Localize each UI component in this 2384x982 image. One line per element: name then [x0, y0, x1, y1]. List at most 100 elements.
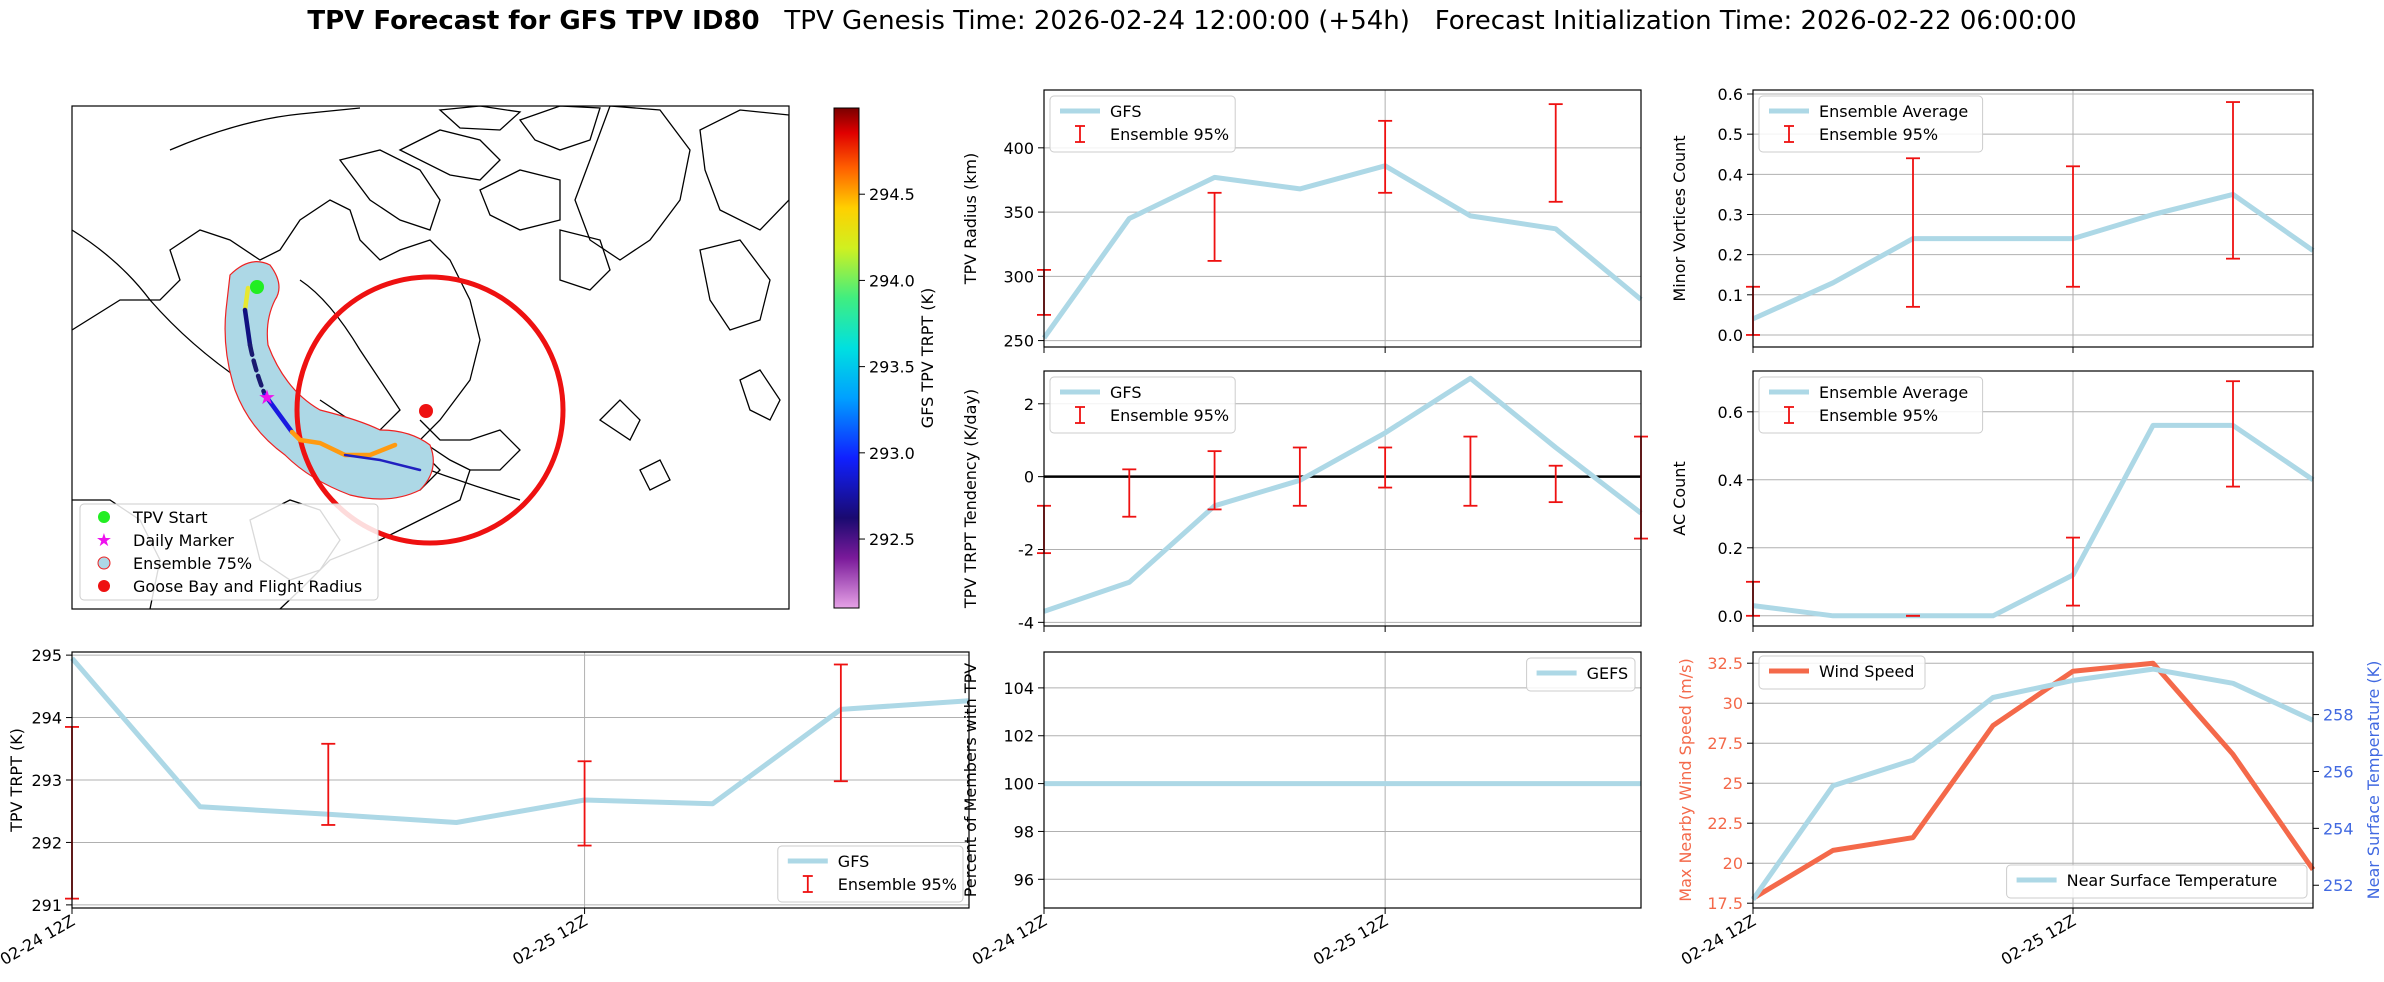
y-tick-label: 0.1 [1718, 286, 1743, 305]
map-coastline [299, 279, 401, 431]
y-tick-label: 0 [1024, 468, 1034, 487]
errorbar [2226, 380, 2240, 488]
map-coastline [438, 106, 522, 131]
y2-tick-label: 258 [2323, 706, 2354, 725]
chart-legend: GFS Ensemble 95% [1049, 376, 1236, 434]
map-legend-box [79, 503, 379, 601]
colorbar-tick-label: 294.0 [869, 271, 915, 290]
track-segment [247, 342, 268, 398]
figure-title-bold: TPV Forecast for GFS TPV ID80 [307, 6, 760, 36]
colorbar-tick-label: 294.5 [869, 185, 915, 204]
chart-legend: Ensemble Average Ensemble 95% [1758, 95, 1984, 153]
y-tick-label: 300 [1003, 267, 1034, 286]
y2-tick-label: 252 [2323, 876, 2354, 895]
track-segment [242, 285, 251, 313]
y-tick-label: 293 [31, 771, 62, 790]
legend-box [1758, 376, 1984, 434]
figure-title-init: Forecast Initialization Time: 2026-02-22… [1434, 6, 2077, 36]
y-tick-label: 0.0 [1718, 326, 1743, 345]
y-tick-label: 0.2 [1718, 539, 1743, 558]
legend-label: Wind Speed [1819, 662, 1914, 681]
legend-label: Daily Marker [133, 531, 234, 550]
y-tick-label: 400 [1003, 139, 1034, 158]
y2-axis-label: Near Surface Temperature (K) [2364, 661, 2383, 900]
y-axis-label: TPV TRPT Tendency (K/day) [961, 389, 980, 609]
colorbar-tick-label: 293.5 [869, 358, 915, 377]
x-tick-label: 02-25 12Z [509, 911, 590, 969]
map-coastline [72, 199, 481, 609]
legend-label: TPV Start [132, 508, 208, 527]
legend-label: Ensemble Average [1819, 383, 1968, 402]
errorbar [1207, 191, 1222, 262]
legend-box [2006, 864, 2308, 899]
y-axis-label: Percent of Members with TPV [961, 663, 980, 897]
plot-frame [1752, 651, 2314, 909]
plot-frame [1752, 370, 2314, 627]
legend-label: Near Surface Temperature [2067, 871, 2278, 890]
y-axis-label: TPV TRPT (K) [7, 728, 26, 833]
series-line-0 [1752, 422, 2315, 619]
errorbar [1463, 435, 1478, 507]
track-segment [242, 307, 253, 348]
legend-label: Ensemble 95% [838, 875, 957, 894]
y-tick-label: -2 [1018, 541, 1034, 560]
map-coastline [518, 106, 601, 151]
errorbar [1122, 468, 1137, 518]
chart-legend: GEFS [1526, 657, 1636, 692]
chart-tendency: -4 -2 0 2 TPV TRPT Tendency (K/day) GFS Ensemb… [961, 370, 1648, 632]
legend-box [1526, 657, 1636, 692]
errorbar [833, 663, 848, 783]
y-tick-label: 250 [1003, 332, 1034, 351]
chart-radius: 250 300 350 400 TPV Radius (km) GFS Ensemble 9… [961, 89, 1643, 353]
plot-frame [1752, 89, 2314, 348]
map-coastline [338, 149, 441, 231]
y-axis-label: AC Count [1670, 461, 1689, 535]
errorbar [2226, 101, 2240, 260]
track-segment [262, 392, 295, 435]
ensemble-75-region [224, 261, 434, 500]
map-coastline [598, 399, 641, 441]
errorbar [1548, 103, 1563, 203]
y-tick-label: 291 [31, 896, 62, 915]
track-segment [289, 429, 398, 458]
y-tick-label: 0.0 [1718, 607, 1743, 626]
y-tick-label: 295 [31, 646, 62, 665]
legend-label: Ensemble 75% [133, 554, 252, 573]
y-tick-label: 104 [1003, 679, 1034, 698]
figure-title-genesis: TPV Genesis Time: 2026-02-24 12:00:00 (+… [784, 6, 1410, 36]
y-tick-label: 22.5 [1707, 814, 1743, 833]
legend-label: Ensemble 95% [1819, 125, 1938, 144]
map-coastline [574, 106, 691, 261]
chart-legend: GFS Ensemble 95% [1049, 95, 1236, 153]
y-tick-label: 294 [31, 709, 62, 728]
legend-label: GFS [838, 852, 869, 871]
colorbar-tick-label: 293.0 [869, 444, 915, 463]
colorbar: 292.5 293.0 293.5 294.0 294.5 GFS TPV TRPT (… [833, 107, 937, 609]
x-tick-label: 02-24 12Z [0, 911, 78, 969]
errorbar [1378, 446, 1393, 489]
legend-marker-goose-bay [98, 580, 110, 592]
map-coastline [739, 369, 781, 421]
map-coastline [398, 129, 501, 181]
series-line-0 [1751, 191, 2315, 322]
chart-wind: 17.5 20 22.5 25 27.5 30 32.5 02-24 12Z 02-25 12Z… [1676, 651, 2383, 969]
y-tick-label: 0.6 [1718, 403, 1743, 422]
y-tick-label: 30 [1723, 694, 1743, 713]
plot-frame [1043, 651, 1642, 909]
y-tick-label: 350 [1003, 203, 1034, 222]
y-tick-label: 98 [1014, 822, 1034, 841]
errorbar [1292, 446, 1307, 507]
errorbar [1207, 450, 1222, 511]
legend-label: GFS [1110, 102, 1141, 121]
y-tick-label: 100 [1003, 775, 1034, 794]
errorbar [321, 742, 336, 826]
track-segment [343, 453, 422, 472]
plot-frame [1043, 370, 1642, 627]
y-tick-label: 20 [1723, 854, 1743, 873]
y-tick-label: 25 [1723, 774, 1743, 793]
series-line-0 [1751, 660, 2316, 901]
chart-legend: GFS Ensemble 95% [777, 845, 964, 903]
series-line-0 [1043, 375, 1643, 614]
